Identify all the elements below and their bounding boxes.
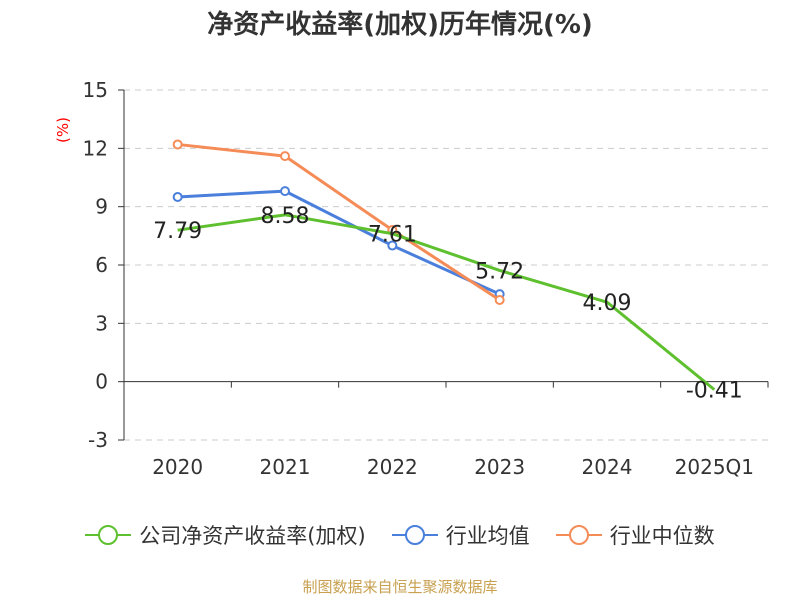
y-tick-label: 9 bbox=[95, 195, 108, 219]
series-point bbox=[280, 186, 290, 197]
legend-label: 行业中位数 bbox=[609, 524, 715, 548]
series-point bbox=[280, 151, 290, 162]
x-tick-label: 2023 bbox=[474, 455, 525, 479]
y-tick-label: 0 bbox=[95, 370, 108, 394]
y-tick-label: 6 bbox=[95, 253, 108, 277]
data-label: -0.41 bbox=[686, 379, 743, 404]
y-tick-label: 15 bbox=[83, 78, 108, 102]
legend-swatch bbox=[391, 525, 438, 545]
legend-swatch bbox=[555, 525, 602, 545]
data-label: 7.79 bbox=[153, 219, 202, 244]
series-point bbox=[172, 191, 183, 202]
series-line bbox=[177, 213, 716, 391]
series-point bbox=[172, 139, 183, 150]
series-line bbox=[177, 189, 501, 296]
line-chart: 15 12 9 6 3 0 -3 2020 2021 2022 2023 2024 2025Q1 (%) 7… bbox=[54, 78, 769, 479]
legend-item[interactable]: 公司净资产收益率(加权) bbox=[85, 520, 366, 550]
legend-label: 行业均值 bbox=[445, 524, 530, 548]
data-label: 7.61 bbox=[368, 223, 417, 248]
y-tick-label: 12 bbox=[83, 136, 108, 160]
legend-swatch bbox=[85, 525, 132, 545]
series-point bbox=[494, 295, 505, 305]
legend-item[interactable]: 行业中位数 bbox=[555, 520, 715, 550]
x-tick-label: 2024 bbox=[582, 455, 633, 479]
data-label: 4.09 bbox=[583, 291, 632, 316]
series-point bbox=[387, 240, 398, 251]
data-label: 5.72 bbox=[475, 259, 524, 284]
chart-legend: 公司净资产收益率(加权) 行业均值 行业中位数 bbox=[0, 520, 800, 550]
x-tick-label: 2025Q1 bbox=[675, 455, 754, 479]
x-tick-label: 2020 bbox=[152, 455, 203, 479]
y-tick-label: -3 bbox=[88, 428, 108, 452]
series-line bbox=[177, 142, 501, 302]
chart-title: 净资产收益率(加权)历年情况(%) bbox=[207, 10, 593, 40]
y-axis-label: (%) bbox=[54, 117, 72, 143]
data-label: 8.58 bbox=[261, 204, 310, 229]
y-tick-label: 3 bbox=[95, 311, 108, 335]
legend-label: 公司净资产收益率(加权) bbox=[139, 524, 366, 548]
x-tick-label: 2022 bbox=[367, 455, 418, 479]
data-source-footer: 制图数据来自恒生聚源数据库 bbox=[302, 578, 498, 596]
legend-item[interactable]: 行业均值 bbox=[391, 520, 530, 550]
x-tick-label: 2021 bbox=[260, 455, 311, 479]
